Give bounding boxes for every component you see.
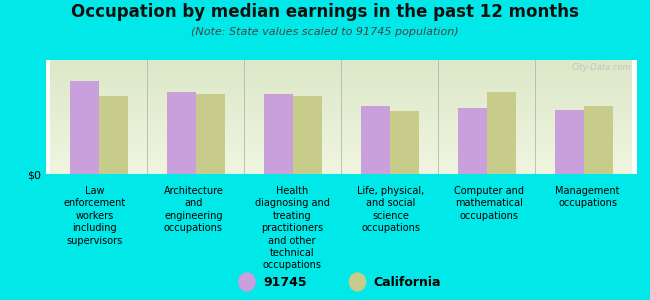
Text: Computer and
mathematical
occupations: Computer and mathematical occupations [454,186,524,221]
Bar [70,80,99,174]
Text: (Note: State values scaled to 91745 population): (Note: State values scaled to 91745 popu… [191,27,459,37]
Text: City-Data.com: City-Data.com [571,63,631,72]
Text: 91745: 91745 [263,275,307,289]
Text: Occupation by median earnings in the past 12 months: Occupation by median earnings in the pas… [71,3,579,21]
Bar [264,94,292,174]
Text: Management
occupations: Management occupations [556,186,620,208]
Text: Life, physical,
and social
science
occupations: Life, physical, and social science occup… [357,186,424,233]
Text: Law
enforcement
workers
including
supervisors: Law enforcement workers including superv… [64,186,126,246]
Bar [361,106,390,174]
Bar [487,92,516,174]
Text: California: California [374,275,441,289]
Bar [554,110,584,174]
Bar [458,108,487,174]
Text: Architecture
and
engineering
occupations: Architecture and engineering occupations [163,186,224,233]
Ellipse shape [350,273,366,291]
Bar [196,94,225,174]
Ellipse shape [239,273,255,291]
Bar [166,92,196,174]
Bar [390,111,419,174]
Text: Health
diagnosing and
treating
practitioners
and other
technical
occupations: Health diagnosing and treating practitio… [255,186,330,270]
Bar [584,106,613,174]
Bar [292,97,322,174]
Bar [99,97,128,174]
